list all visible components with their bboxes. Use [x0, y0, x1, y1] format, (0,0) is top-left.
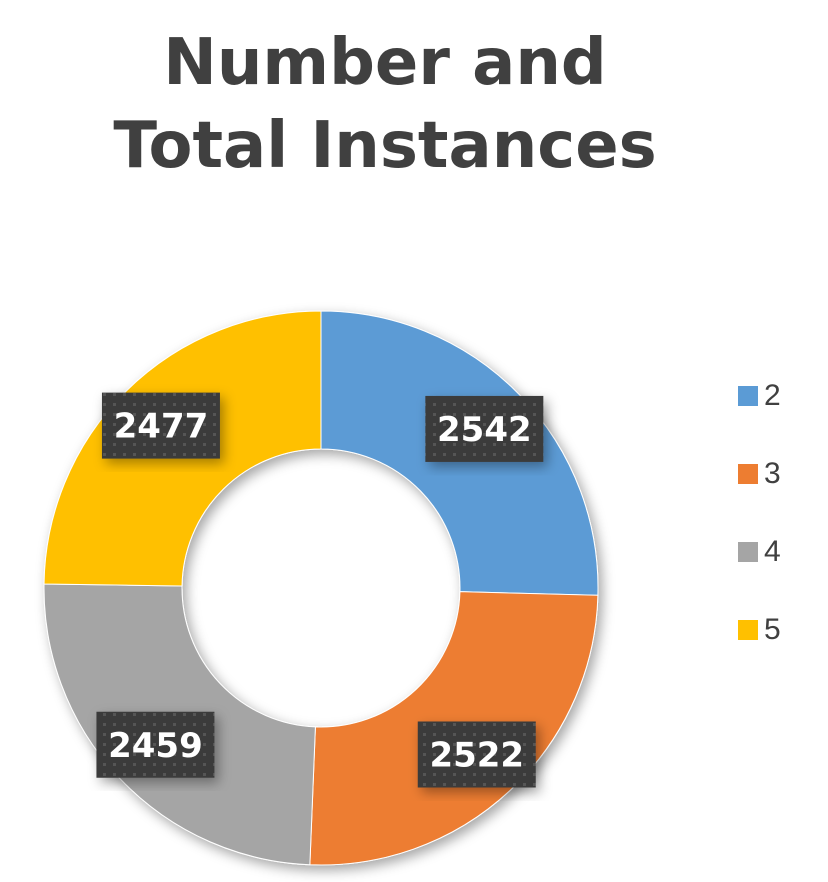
data-label-box: [101, 392, 220, 459]
legend-label: 2: [764, 379, 781, 412]
data-label-3: 2522: [417, 721, 536, 788]
legend-item: 3: [738, 454, 781, 494]
data-label-2: 2542: [425, 395, 544, 462]
legend-swatch: [738, 620, 758, 640]
legend-item: 2: [738, 376, 781, 416]
legend-label: 5: [764, 613, 781, 646]
data-label-box: [425, 395, 544, 462]
data-labels: 2542 2522 2459 2477: [96, 392, 544, 788]
data-label-text: 2542: [437, 410, 532, 450]
chart-title: Number and Total Instances: [0, 22, 770, 188]
data-label-box: [417, 721, 536, 788]
chart-title-line-2: Total Instances: [113, 109, 657, 184]
data-label-text: 2459: [108, 726, 203, 766]
chart-title-line-1: Number and: [163, 26, 607, 100]
legend-swatch: [738, 386, 758, 406]
legend-label: 3: [764, 457, 781, 490]
data-label-text: 2522: [429, 735, 524, 775]
data-label-text: 2477: [114, 407, 209, 447]
data-label-4: 2459: [96, 711, 215, 778]
data-label-5: 2477: [101, 392, 220, 459]
legend-item: 4: [738, 532, 781, 572]
legend-swatch: [738, 542, 758, 562]
legend-swatch: [738, 464, 758, 484]
legend-label: 4: [764, 535, 781, 568]
legend: 2 3 4 5: [738, 376, 781, 688]
legend-item: 5: [738, 610, 781, 650]
data-label-box: [96, 711, 215, 778]
